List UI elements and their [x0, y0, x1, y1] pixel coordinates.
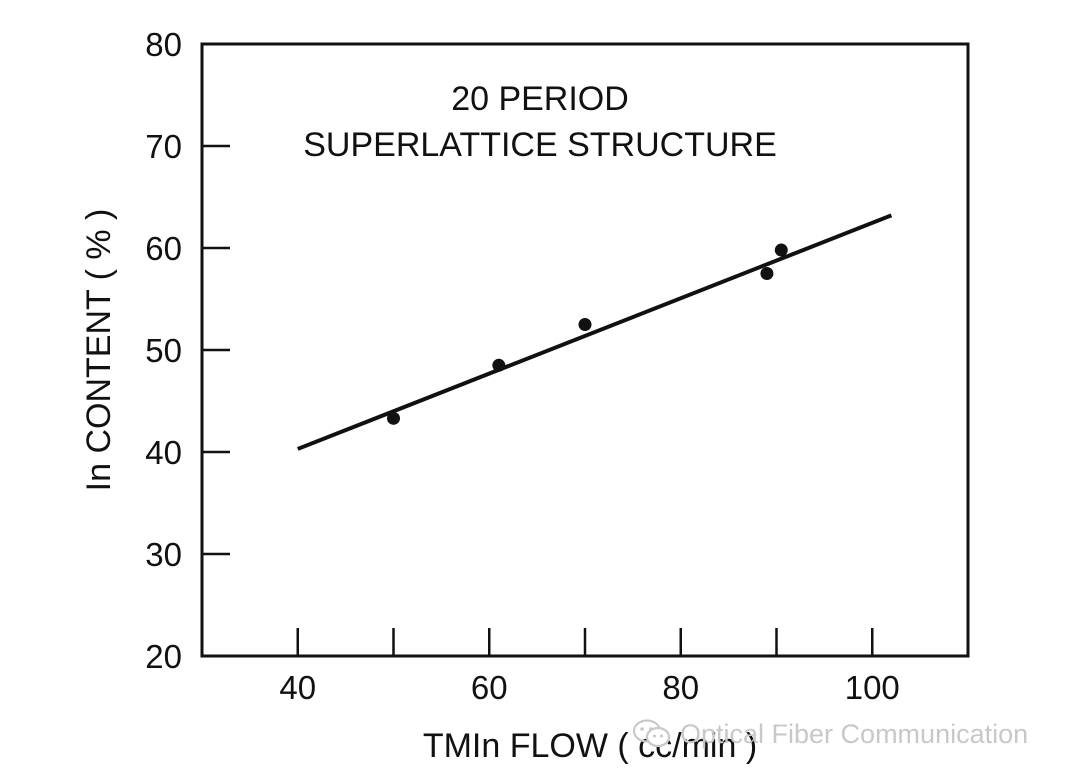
chart-subtitle: SUPERLATTICE STRUCTURE: [303, 126, 777, 164]
x-axis-label: TMIn FLOW ( cc/min ): [423, 727, 757, 765]
wechat-icon: [632, 719, 671, 748]
data-point: [387, 411, 400, 425]
y-tick-label: 40: [145, 434, 182, 471]
y-axis-label: In CONTENT ( % ): [80, 209, 118, 492]
x-tick-label: 40: [279, 669, 316, 706]
y-tick-label: 70: [145, 128, 182, 165]
y-axis-ticks: 20 30 40 50 60 70 80: [145, 26, 230, 675]
y-tick-label: 50: [145, 332, 182, 369]
data-points: [387, 243, 788, 425]
y-tick-label: 20: [145, 638, 182, 675]
data-point: [578, 318, 592, 331]
chart-title: 20 PERIOD: [451, 80, 629, 118]
data-point: [492, 358, 506, 372]
fit-line: [297, 213, 893, 451]
data-point: [774, 243, 788, 257]
y-tick-label: 30: [145, 536, 182, 573]
data-point: [760, 267, 774, 280]
watermark: Optical Fiber Communication: [632, 716, 1028, 752]
x-tick-label: 80: [662, 669, 699, 706]
x-tick-label: 100: [845, 669, 900, 706]
y-tick-label: 80: [145, 26, 182, 63]
x-axis-ticks: 40 60 80 100: [279, 628, 900, 706]
y-tick-label: 60: [145, 230, 182, 267]
x-tick-label: 60: [471, 669, 508, 706]
watermark-text: Optical Fiber Communication: [680, 718, 1029, 749]
